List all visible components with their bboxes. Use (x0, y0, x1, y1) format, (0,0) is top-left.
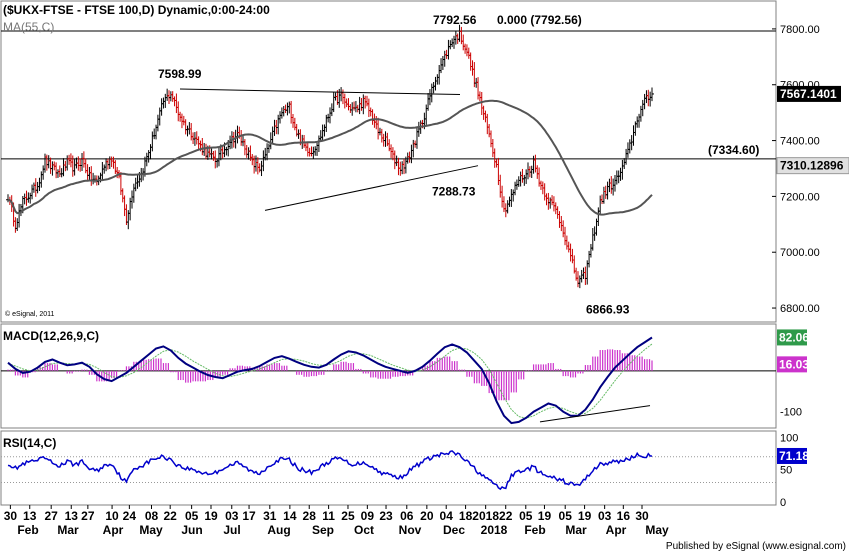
price-bar (650, 87, 654, 102)
rsi-y-tick-label: 0 (780, 497, 786, 509)
price-panel-frame (0, 0, 777, 323)
month-tick-label: Oct (354, 523, 374, 537)
moving-average-line (7, 99, 653, 216)
chart-title: ($UKX-FTSE - FTSE 100,D) Dynamic,0:00-24… (3, 3, 270, 17)
day-tick-label: 03 (225, 509, 239, 523)
price-annotation: 7288.73 (432, 185, 476, 199)
histogram-value-label: 16.03 (779, 357, 809, 371)
day-tick-label: 14 (283, 509, 297, 523)
day-tick-label: 10 (105, 509, 119, 523)
macd-y-tick-label: -100 (780, 407, 802, 419)
price-y-tick-label: 7400.00 (780, 136, 820, 148)
day-tick-label: 30 (4, 509, 18, 523)
price-y-tick-label: 7200.00 (780, 191, 820, 203)
rsi-y-tick-label: 50 (780, 465, 792, 477)
month-tick-label: Apr (606, 523, 627, 537)
price-annotation: 0.000 (7792.56) (497, 13, 582, 27)
day-tick-label: 31 (263, 509, 277, 523)
price-y-tick-label: 7800.00 (780, 24, 820, 36)
rsi-y-tick-label: 100 (780, 432, 798, 444)
day-tick-label: 05 (185, 509, 199, 523)
price-marker-badge (776, 157, 849, 175)
day-tick-label: 30 (635, 509, 649, 523)
day-tick-label: 19 (538, 509, 552, 523)
day-tick-label: 13 (65, 509, 79, 523)
month-tick-label: Dec (443, 523, 465, 537)
rsi-value-label: 71.18 (779, 449, 809, 463)
day-tick-label: 28 (303, 509, 317, 523)
rsi-title: RSI(14,C) (3, 436, 56, 450)
day-tick-label: 20 (420, 509, 434, 523)
last-price-badge (777, 85, 841, 102)
day-tick-label: 2018 (472, 509, 499, 523)
price-annotation: 7792.56 (433, 13, 477, 27)
day-tick-label: 13 (23, 509, 37, 523)
day-tick-label: 09 (361, 509, 375, 523)
month-tick-label: Nov (399, 523, 422, 537)
day-tick-label: 06 (400, 509, 414, 523)
day-tick-label: 27 (45, 509, 59, 523)
month-tick-label: Mar (565, 523, 587, 537)
price-y-tick-label: 6800.00 (780, 303, 820, 315)
month-tick-label: May (139, 523, 163, 537)
month-tick-label: Feb (17, 523, 38, 537)
price-y-tick-label: 7000.00 (780, 247, 820, 259)
month-tick-label: Jul (223, 523, 240, 537)
month-tick-label: Jun (181, 523, 202, 537)
month-tick-label: 2018 (481, 523, 508, 537)
day-tick-label: 04 (440, 509, 454, 523)
price-annotation: (7334.60) (708, 143, 759, 157)
histogram-value-badge (777, 356, 807, 373)
support-trendline (264, 165, 479, 211)
month-tick-label: Aug (267, 523, 290, 537)
time-axis: 30 13 27 13 27 10 24 08 22 05 19 03 17 31 14 28 11 25 09 23… (4, 505, 669, 537)
day-tick-label: 22 (164, 509, 178, 523)
macd-line (7, 336, 653, 425)
ma-label: MA(55,C) (3, 20, 54, 34)
macd-value-label: 82.06 (779, 330, 809, 344)
price-annotation: 7598.99 (158, 67, 202, 81)
macd-plot: -100 82.06 16.03 (1, 329, 809, 425)
resistance-trendline (179, 88, 461, 96)
day-tick-label: 16 (617, 509, 631, 523)
macd-title: MACD(12,26,9,C) (3, 329, 99, 343)
macd-value-badge (777, 329, 807, 346)
day-tick-label: 27 (81, 509, 95, 523)
publisher-label: Published by eSignal (www.esignal.com) (666, 541, 846, 552)
rsi-value-badge (777, 447, 807, 464)
month-tick-label: May (645, 523, 669, 537)
day-tick-label: 18 (459, 509, 473, 523)
macd-signal-line (7, 343, 653, 419)
macd-divergence-trendline (539, 405, 651, 423)
day-tick-label: 05 (519, 509, 533, 523)
month-tick-label: Apr (103, 523, 124, 537)
rsi-plot: 100 50 0 71.18 (1, 432, 809, 509)
day-tick-label: 23 (379, 509, 393, 523)
last-price-label: 7567.1401 (780, 87, 837, 101)
rsi-line (7, 450, 653, 491)
day-tick-label: 05 (559, 509, 573, 523)
month-tick-label: Feb (524, 523, 545, 537)
day-tick-label: 19 (578, 509, 592, 523)
price-plot: 7792.56 0.000 (7792.56) 7598.99 (7334.60) 72… (1, 13, 849, 316)
day-tick-label: 24 (123, 509, 137, 523)
day-tick-label: 08 (145, 509, 159, 523)
day-tick-label: 25 (341, 509, 355, 523)
day-tick-label: 19 (204, 509, 218, 523)
day-tick-label: 03 (598, 509, 612, 523)
month-tick-label: Mar (57, 523, 79, 537)
price-marker-label: 7310.12896 (780, 159, 844, 173)
rsi-panel-frame (0, 430, 777, 506)
day-tick-label: 22 (499, 509, 513, 523)
copyright-label: © eSignal, 2011 (5, 310, 55, 318)
price-annotation: 6866.93 (586, 302, 630, 316)
day-tick-label: 17 (242, 509, 256, 523)
month-tick-label: Sep (312, 523, 334, 537)
day-tick-label: 11 (322, 509, 335, 523)
